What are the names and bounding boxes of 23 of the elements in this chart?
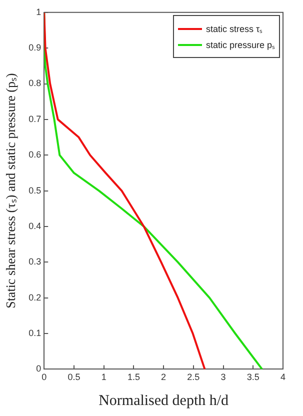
y-tick-label: 0.2: [28, 292, 42, 302]
y-tick-label: 0.1: [28, 328, 42, 338]
x-tick-label: 1: [101, 372, 106, 382]
y-tick-label: 0.3: [28, 256, 42, 267]
x-tick-label: 0.5: [68, 372, 80, 382]
y-axis-title: Static shear stress (τₛ) and static pressure (pₛ): [3, 73, 18, 308]
x-tick-label: 2.5: [187, 372, 200, 382]
y-tick-label: 0.8: [28, 78, 42, 88]
x-axis-title: Normalised depth h/d: [98, 392, 230, 409]
x-tick-label: 2: [161, 372, 166, 382]
y-tick-label: 0.6: [28, 150, 42, 160]
x-tick-label: 3: [220, 372, 226, 382]
y-tick-label: 1: [36, 6, 42, 17]
y-tick-label: 0.7: [28, 114, 42, 124]
y-tick-label: 0.5: [28, 185, 42, 196]
y-tick-label: 0: [36, 364, 42, 374]
x-tick-label: 1.5: [127, 372, 140, 382]
x-tick-label: 3.5: [246, 372, 260, 382]
legend-label: static stress τₛ: [206, 23, 263, 36]
y-tick-label: 0.9: [28, 42, 42, 53]
y-tick-label: 0.4: [28, 220, 42, 231]
x-tick-label: 4: [280, 372, 286, 382]
legend-label: static pressure pₛ: [206, 39, 275, 52]
